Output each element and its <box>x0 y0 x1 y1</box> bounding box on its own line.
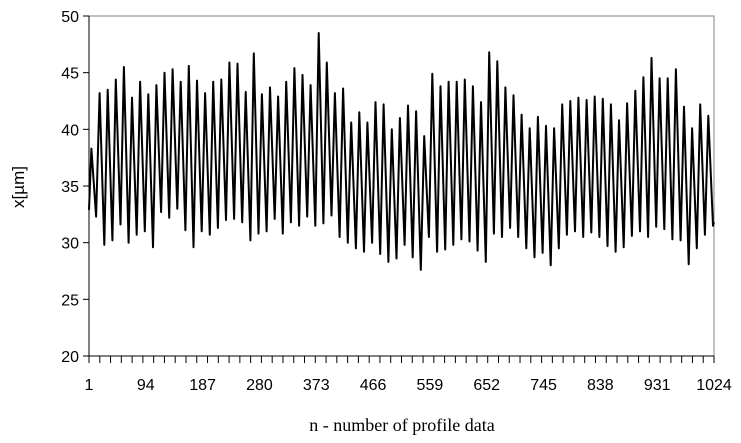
x-tick-label-3: 280 <box>246 377 273 394</box>
x-tick-label-11: 1024 <box>696 377 732 394</box>
y-tick-label-3: 35 <box>61 179 79 196</box>
x-tick-label-10: 931 <box>644 377 671 394</box>
x-axis-tick-labels: 1 94 187 280 373 466 559 652 745 838 931 1024 <box>85 377 732 394</box>
y-axis-title: x[µm] <box>9 166 28 208</box>
x-tick-label-2: 187 <box>189 377 216 394</box>
x-tick-label-0: 1 <box>85 377 94 394</box>
series-line-profile <box>88 32 715 271</box>
y-tick-label-6: 50 <box>61 9 79 26</box>
x-tick-label-9: 838 <box>587 377 614 394</box>
x-tick-label-6: 559 <box>417 377 444 394</box>
y-axis-ticks <box>83 15 89 357</box>
x-tick-label-8: 745 <box>530 377 557 394</box>
x-tick-label-1: 94 <box>137 377 155 394</box>
x-axis-ticks <box>88 356 715 363</box>
x-tick-label-4: 373 <box>303 377 330 394</box>
y-tick-label-1: 25 <box>61 292 79 309</box>
y-axis-tick-labels: 20 25 30 35 40 45 50 <box>61 9 79 366</box>
y-tick-label-5: 45 <box>61 66 79 83</box>
x-axis-title: n - number of profile data <box>309 415 494 435</box>
x-tick-label-5: 466 <box>360 377 387 394</box>
x-tick-label-7: 652 <box>473 377 500 394</box>
y-tick-label-0: 20 <box>61 349 79 366</box>
y-tick-label-4: 40 <box>61 122 79 139</box>
y-tick-label-2: 30 <box>61 236 79 253</box>
